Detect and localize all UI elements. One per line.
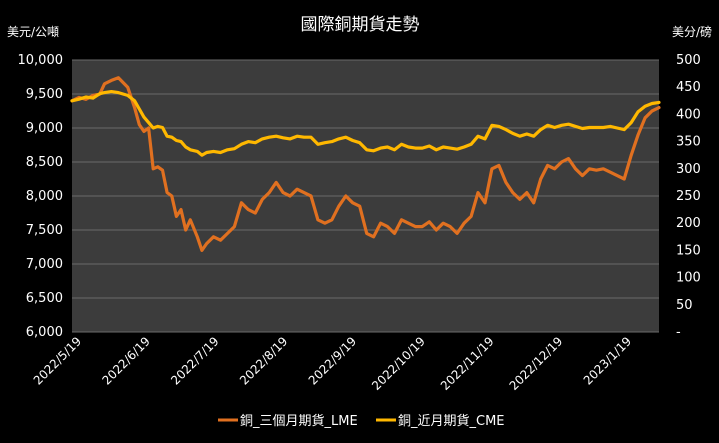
y-right-tick-label: - [676, 325, 681, 340]
y-right-tick-label: 100 [676, 271, 701, 286]
y-left-tick-label: 7,000 [26, 257, 63, 272]
legend-label-lme: 銅_三個月期貨_LME [240, 413, 358, 429]
y-axis-right: - 50 100 150 200 250 300 350 400 450 500 [676, 53, 701, 340]
y-right-tick-label: 300 [676, 162, 701, 177]
legend-label-cme: 銅_近月期貨_CME [398, 413, 505, 429]
series-lines [70, 76, 661, 252]
y-right-tick-label: 250 [676, 189, 701, 204]
series-line-lme [70, 76, 661, 252]
y-right-tick-label: 400 [676, 107, 701, 122]
y-right-tick-label: 200 [676, 216, 701, 231]
y-left-tick-label: 9,000 [26, 121, 63, 136]
y-right-tick-label: 350 [676, 135, 701, 150]
y-axis-left: 6,000 6,500 7,000 7,500 8,000 8,500 9,000 9,500… [18, 53, 64, 340]
y-left-tick-label: 6,500 [26, 291, 63, 306]
y-axis-right-unit: 美分/磅 [672, 24, 712, 39]
y-left-tick-label: 6,000 [26, 325, 63, 340]
y-right-tick-label: 450 [676, 80, 701, 95]
legend: 銅_三個月期貨_LME 銅_近月期貨_CME [218, 413, 505, 429]
y-left-tick-label: 10,000 [18, 53, 64, 68]
y-right-tick-label: 500 [676, 53, 701, 68]
series-line-cme [70, 89, 661, 157]
chart-title: 國際銅期貨走勢 [301, 15, 420, 35]
y-right-tick-label: 150 [676, 243, 701, 258]
y-left-tick-label: 9,500 [26, 87, 63, 102]
y-axis-left-unit: 美元/公噸 [7, 25, 59, 39]
y-left-tick-label: 8,500 [26, 155, 63, 170]
y-right-tick-label: 50 [676, 298, 693, 313]
y-left-tick-label: 7,500 [26, 223, 63, 238]
y-left-tick-label: 8,000 [26, 189, 63, 204]
